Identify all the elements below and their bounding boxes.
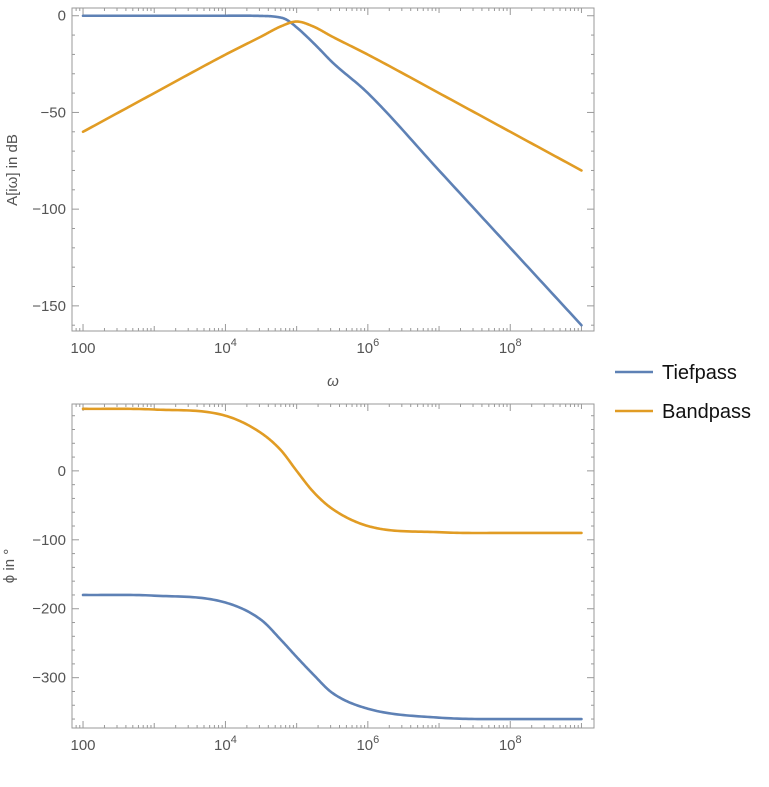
phase-x-tick-labels: 100 104 106 108 [71, 734, 522, 754]
phase-y-tick-label: −300 [32, 670, 66, 687]
phase-y-tick-labels: 0 −100 −200 −300 [32, 463, 66, 687]
phase-x-tick-label: 108 [499, 734, 522, 754]
phase-x-tick-label: 106 [356, 734, 379, 754]
phase-y-axis-label: ϕ in ° [1, 549, 18, 583]
magnitude-curves [81, 14, 583, 327]
magnitude-y-tick-label: −150 [32, 298, 66, 315]
phase-x-tick-label: 100 [71, 737, 96, 754]
phase-curves [81, 407, 583, 721]
phase-plot-frame [71, 403, 595, 729]
magnitude-x-tick-label: 100 [71, 340, 96, 357]
phase-curve-tiefpass [81, 593, 583, 721]
legend: Tiefpass Bandpass [615, 362, 751, 423]
magnitude-curve-bandpass [81, 20, 583, 172]
phase-y-tick-label: −100 [32, 532, 66, 549]
magnitude-x-tick-label: 108 [499, 337, 522, 357]
phase-y-tick-label: 0 [58, 463, 66, 480]
magnitude-x-axis-label: ω [327, 373, 339, 390]
magnitude-x-tick-label: 104 [214, 337, 237, 357]
phase-y-tick-label: −200 [32, 601, 66, 618]
magnitude-y-tick-labels: 0 −50 −100 −150 [32, 8, 66, 315]
magnitude-y-tick-label: −100 [32, 201, 66, 218]
magnitude-y-tick-label: −50 [41, 104, 66, 121]
magnitude-curve-tiefpass [81, 14, 583, 327]
phase-plot: 100 104 106 108 0 −100 −200 −300 ϕ in ° [1, 403, 595, 754]
magnitude-y-tick-label: 0 [58, 8, 66, 25]
phase-plot-ticks [71, 404, 594, 728]
legend-label-bandpass: Bandpass [662, 401, 751, 423]
magnitude-y-axis-label: A[iω] in dB [4, 134, 21, 206]
magnitude-plot-ticks [71, 8, 594, 331]
magnitude-plot: 100 104 106 108 0 −50 −100 −150 ω A[iω] in dB [4, 7, 595, 390]
legend-label-tiefpass: Tiefpass [662, 362, 737, 384]
magnitude-x-tick-label: 106 [356, 337, 379, 357]
magnitude-plot-frame [71, 7, 595, 332]
phase-curve-bandpass [81, 407, 583, 535]
phase-x-tick-label: 104 [214, 734, 237, 754]
magnitude-x-tick-labels: 100 104 106 108 [71, 337, 522, 357]
